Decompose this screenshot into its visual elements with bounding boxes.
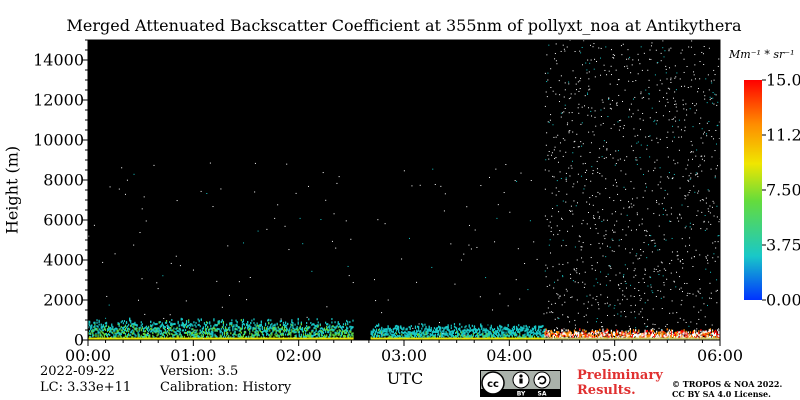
x-axis-label: UTC [386,369,424,388]
x-tick-label: 04:00 [486,346,533,365]
x-tick-label: 03:00 [380,346,428,365]
y-tick-label: 4000 [43,250,84,270]
y-tick-label: 12000 [33,90,84,110]
preliminary-notice: Preliminary Results. [577,368,663,398]
colorbar-tick-label: 11.25 [766,125,800,145]
date-label: 2022-09-22 [40,364,115,379]
y-tick-label: 14000 [33,50,84,70]
y-tick-label: 2000 [43,290,84,310]
x-tick-label: 02:00 [275,346,322,365]
cc-by-sa-badge: cc BY SA [480,370,561,397]
y-tick-label: 0 [73,330,84,350]
sa-icon [533,371,551,389]
colorbar-tick-label: 15.00 [766,70,800,90]
x-tick-label: 05:00 [591,346,638,365]
backscatter-field [88,40,722,341]
x-axis-ticks [87,340,721,346]
y-tick-label: 10000 [33,130,84,150]
x-tick-label: 01:00 [170,346,217,365]
preliminary-line-2: Results. [577,383,636,398]
chart-title: Merged Attenuated Backscatter Coefficien… [66,16,742,35]
y-tick-label: 6000 [43,210,84,230]
lc-label: LC: 3.33e+11 [40,380,132,395]
copyright-line-2: CC BY SA 4.0 License. [672,389,771,399]
colorbar-tick-label: 7.50 [766,180,800,200]
calibration-label: Calibration: History [160,380,292,395]
colorbar [744,80,762,300]
preliminary-line-1: Preliminary [577,368,663,383]
copyright-notice: © TROPOS & NOA 2022. CC BY SA 4.0 Licens… [672,379,782,399]
y-axis-ticks [82,39,88,341]
version-label: Version: 3.5 [160,364,239,379]
colorbar-unit: Mm⁻¹ * sr⁻¹ [729,48,795,61]
plot-background [88,40,720,340]
colorbar-tick-label: 3.75 [766,235,800,255]
copyright-line-1: © TROPOS & NOA 2022. [672,379,783,389]
colorbar-tick-label: 0.00 [766,290,800,310]
x-tick-label: 00:00 [64,346,112,365]
colorbar-ticks [762,79,766,301]
cc-icon [481,371,505,395]
y-tick-label: 8000 [43,170,84,190]
x-tick-label: 06:00 [696,346,744,365]
